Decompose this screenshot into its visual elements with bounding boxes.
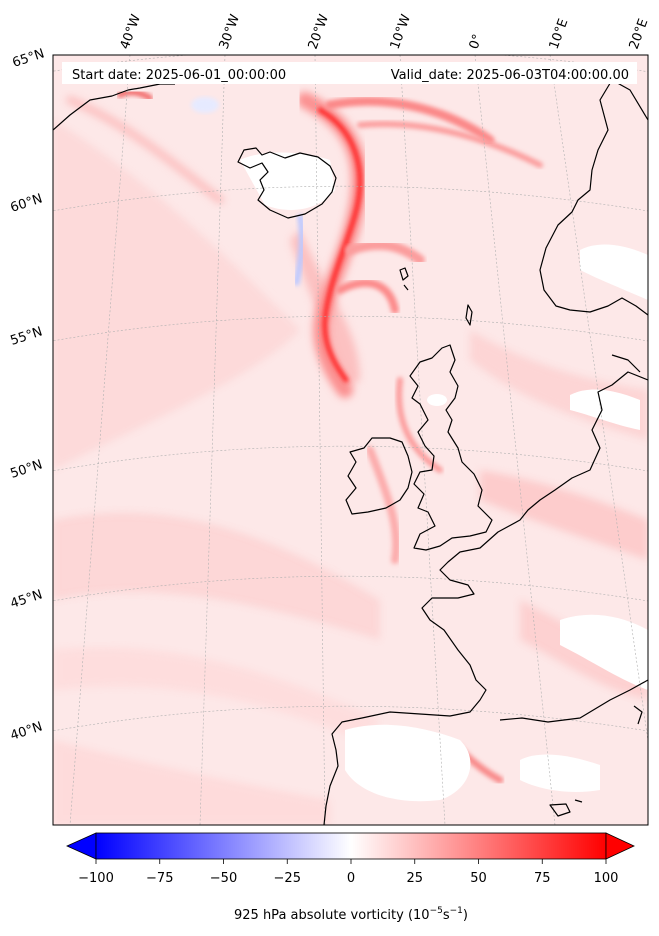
lat-label: 55°N <box>9 324 45 348</box>
colorbar-tick-label: −25 <box>274 871 301 886</box>
colorbar-tick-label: −75 <box>146 871 173 886</box>
coastlines <box>53 79 648 825</box>
colorbar-tick-label: −50 <box>210 871 237 886</box>
start-date-label: Start date: 2025-06-01_00:00:00 <box>72 68 286 83</box>
valid-date-label: Valid_date: 2025-06-03T04:00:00.00 <box>391 68 629 83</box>
colorbar-tick-label: −100 <box>78 871 114 886</box>
colorbar-tick-labels: −100 −75 −50 −25 0 25 50 75 100 <box>78 871 618 886</box>
latitude-labels: 65°N 60°N 55°N 50°N 45°N 40°N <box>9 46 47 743</box>
ireland-coast <box>345 437 413 515</box>
lon-label: 10°W <box>388 12 414 51</box>
scandinavia-coast <box>539 79 648 316</box>
lat-label: 40°N <box>9 719 45 743</box>
longitude-labels: 40°W 30°W 20°W 10°W 0° 10°E 20°E <box>118 12 652 51</box>
iceland-coast <box>237 147 337 219</box>
colorbar-min-extend <box>66 832 97 860</box>
colorbar-max-extend <box>605 832 635 860</box>
balearic-coast <box>549 803 571 817</box>
lon-label: 40°W <box>118 12 144 51</box>
lon-label: 30°W <box>217 12 243 51</box>
near-zero-patches <box>240 152 648 802</box>
map-frame <box>52 54 649 826</box>
colorbar-tick-label: 100 <box>594 871 619 886</box>
colorbar-ticks <box>95 859 607 864</box>
colorbar-body <box>95 832 607 860</box>
lat-label: 50°N <box>9 457 45 481</box>
lon-label: 20°W <box>306 12 332 51</box>
lat-label: 45°N <box>9 587 45 611</box>
colorbar-label: 925 hPa absolute vorticity (10−5s−1) <box>234 906 468 923</box>
vorticity-field-background <box>53 55 648 825</box>
vorticity-ribbons <box>66 89 543 784</box>
lat-label: 65°N <box>11 46 47 70</box>
colorbar: −100 −75 −50 −25 0 25 50 75 100 925 hPa … <box>66 832 635 923</box>
lon-label: 20°E <box>627 17 652 52</box>
lon-label: 0° <box>467 32 486 51</box>
colorbar-tick-label: 75 <box>534 871 551 886</box>
shetland-coast <box>465 304 473 326</box>
lat-label: 60°N <box>9 191 45 215</box>
lon-label: 10°E <box>547 17 572 52</box>
europe-coast <box>323 371 648 825</box>
negative-vorticity-streak <box>293 214 306 286</box>
header-background <box>62 62 637 84</box>
faroe-coast <box>399 267 409 281</box>
colorbar-tick-label: 25 <box>406 871 423 886</box>
greenland-coast <box>53 83 175 131</box>
vorticity-field-patches <box>53 120 648 825</box>
map-panel <box>53 55 648 825</box>
great-britain-coast <box>409 344 493 551</box>
colorbar-tick-label: 50 <box>470 871 487 886</box>
colorbar-tick-label: 0 <box>347 871 355 886</box>
